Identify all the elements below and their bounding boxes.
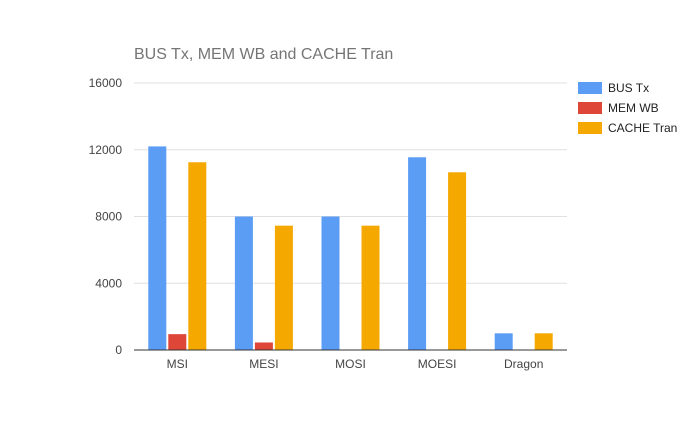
legend-label-mem-wb: MEM WB xyxy=(608,101,659,115)
bars xyxy=(148,146,553,350)
legend-swatch-mem-wb xyxy=(578,102,602,114)
y-tick-label-12000: 12000 xyxy=(89,143,123,157)
legend-label-bus-tx: BUS Tx xyxy=(608,81,649,95)
x-axis-ticks: MSI MESI MOSI MOESI Dragon xyxy=(167,357,544,371)
legend: BUS Tx MEM WB CACHE Tran xyxy=(578,81,677,135)
x-tick-label-mesi: MESI xyxy=(249,357,278,371)
y-axis-ticks: 0 4000 8000 12000 16000 xyxy=(89,76,123,357)
legend-swatch-cache-tran xyxy=(578,122,602,134)
x-tick-label-mosi: MOSI xyxy=(335,357,366,371)
bar-bus-tx-moesi xyxy=(408,157,427,350)
legend-label-cache-tran: CACHE Tran xyxy=(608,121,677,135)
y-tick-label-16000: 16000 xyxy=(89,76,123,90)
x-tick-label-msi: MSI xyxy=(167,357,188,371)
legend-swatch-bus-tx xyxy=(578,82,602,94)
y-tick-label-8000: 8000 xyxy=(95,210,122,224)
x-tick-label-moesi: MOESI xyxy=(418,357,457,371)
y-tick-label-0: 0 xyxy=(115,343,122,357)
x-tick-label-dragon: Dragon xyxy=(504,357,543,371)
y-tick-label-4000: 4000 xyxy=(95,276,122,290)
bar-bus-tx-mosi xyxy=(321,216,340,350)
bar-mem-wb-mesi xyxy=(254,342,273,350)
chart-title: BUS Tx, MEM WB and CACHE Tran xyxy=(134,46,393,63)
bar-cache-tran-dragon xyxy=(534,333,553,350)
bar-bus-tx-mesi xyxy=(234,216,253,350)
bar-cache-tran-mesi xyxy=(274,225,293,350)
bar-cache-tran-mosi xyxy=(361,225,380,350)
bar-mem-wb-msi xyxy=(168,334,187,350)
bar-cache-tran-msi xyxy=(188,162,207,350)
bar-bus-tx-msi xyxy=(148,146,167,350)
bar-bus-tx-dragon xyxy=(494,333,513,350)
bar-cache-tran-moesi xyxy=(448,172,467,350)
